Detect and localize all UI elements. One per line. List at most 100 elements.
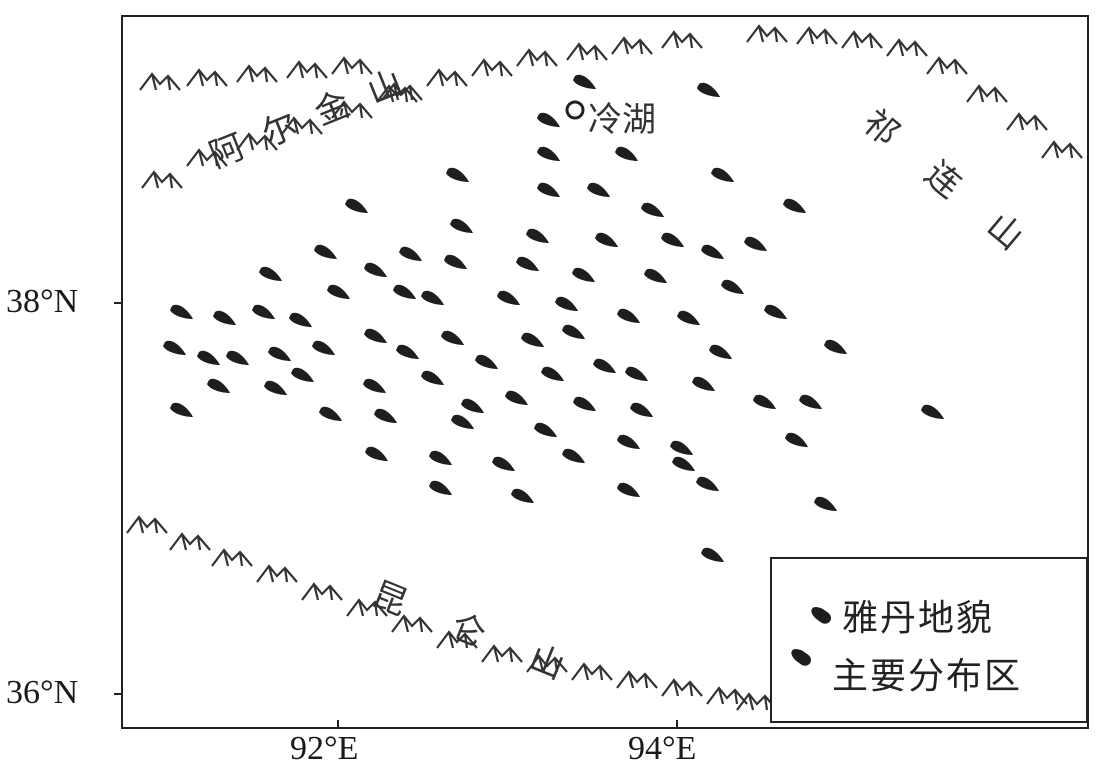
mountain-peak-icon bbox=[1041, 140, 1083, 159]
yardang-landform-icon bbox=[555, 296, 578, 311]
yardang-landform-icon bbox=[170, 304, 193, 319]
mountain-peak-icon bbox=[376, 84, 418, 103]
yardang-landform-icon bbox=[526, 228, 549, 243]
mountain-peak-icon bbox=[1006, 112, 1048, 131]
lake-label: 冷湖 bbox=[588, 100, 656, 140]
yardang-landform-icon bbox=[808, 603, 834, 627]
yardang-landform-icon bbox=[783, 198, 806, 213]
map-frame bbox=[121, 15, 1089, 729]
yardang-landform-icon bbox=[692, 376, 715, 391]
yardang-landform-icon bbox=[701, 547, 724, 562]
mountain-peak-icon bbox=[436, 630, 478, 649]
mountain-peak-icon bbox=[516, 48, 558, 67]
yardang-landform-icon bbox=[314, 244, 337, 259]
yardang-landform-icon bbox=[259, 266, 282, 281]
yardang-landform-icon bbox=[697, 82, 720, 97]
yardang-landform-icon bbox=[696, 476, 719, 491]
lon-label-92e: 92°E bbox=[290, 730, 359, 767]
mountain-peak-icon bbox=[841, 30, 883, 49]
yardang-landform-icon bbox=[345, 198, 368, 213]
yardang-landform-icon bbox=[505, 390, 528, 405]
yardang-landform-icon bbox=[396, 344, 419, 359]
legend-box: 雅丹地貌 主要分布区 bbox=[770, 557, 1088, 723]
yardang-landform-icon bbox=[450, 218, 473, 233]
yardang-landform-icon bbox=[595, 232, 618, 247]
yardang-landform-icon bbox=[163, 340, 186, 355]
lon-label-94e: 94°E bbox=[628, 730, 697, 767]
mountain-peak-icon bbox=[139, 72, 181, 91]
yardang-symbols bbox=[163, 74, 944, 562]
mountain-peak-icon bbox=[236, 132, 278, 151]
mountain-peak-icon bbox=[661, 30, 703, 49]
yardang-landform-icon bbox=[562, 448, 585, 463]
mountain-symbols bbox=[126, 24, 1083, 711]
yardang-landform-icon bbox=[814, 496, 837, 511]
yardang-landform-icon bbox=[641, 202, 664, 217]
yardang-landform-icon bbox=[785, 432, 808, 447]
yardang-landform-icon bbox=[492, 456, 515, 471]
yardang-landform-icon bbox=[374, 408, 397, 423]
mountain-peak-icon bbox=[236, 64, 278, 83]
yardang-landform-icon bbox=[788, 645, 814, 669]
yardang-landform-icon bbox=[701, 244, 724, 259]
yardang-landform-icon bbox=[672, 456, 695, 471]
mountain-peak-icon bbox=[126, 515, 168, 534]
yardang-landform-icon bbox=[661, 232, 684, 247]
yardang-landform-icon bbox=[264, 380, 287, 395]
yardang-landform-icon bbox=[446, 167, 469, 182]
yardang-landform-icon bbox=[399, 246, 422, 261]
yardang-landform-icon bbox=[291, 367, 314, 382]
mountain-peak-icon bbox=[256, 564, 298, 583]
yardang-landform-icon bbox=[312, 340, 335, 355]
mountain-peak-icon bbox=[391, 614, 433, 633]
yardang-landform-icon bbox=[319, 406, 342, 421]
yardang-landform-icon bbox=[289, 312, 312, 327]
yardang-landform-icon bbox=[562, 324, 585, 339]
yardang-landform-icon bbox=[441, 330, 464, 345]
yardang-landform-icon bbox=[534, 422, 557, 437]
mountain-peak-icon bbox=[926, 56, 968, 75]
yardang-landform-icon bbox=[537, 182, 560, 197]
yardang-landform-icon bbox=[541, 366, 564, 381]
yardang-landform-icon bbox=[824, 339, 847, 354]
mountain-peak-icon bbox=[796, 26, 838, 45]
yardang-landform-icon bbox=[711, 167, 734, 182]
yardang-landform-icon bbox=[677, 310, 700, 325]
yardang-landform-icon bbox=[497, 290, 520, 305]
mountain-peak-icon bbox=[331, 56, 373, 75]
mountain-peak-icon bbox=[331, 100, 373, 119]
mountain-peak-icon bbox=[611, 36, 653, 55]
yardang-landform-icon bbox=[252, 304, 275, 319]
yardang-landform-icon bbox=[617, 434, 640, 449]
yardang-landform-icon bbox=[615, 146, 638, 161]
yardang-landform-icon bbox=[537, 112, 560, 127]
yardang-landform-icon bbox=[213, 310, 236, 325]
yardang-landform-icon bbox=[799, 394, 822, 409]
lat-label-38n: 38°N bbox=[6, 283, 79, 320]
yardang-landform-icon bbox=[516, 256, 539, 271]
yardang-landform-icon bbox=[444, 254, 467, 269]
mountain-peak-icon bbox=[736, 692, 778, 711]
yardang-landform-icon bbox=[521, 332, 544, 347]
yardang-landform-icon bbox=[170, 402, 193, 417]
yardang-landform-icon bbox=[573, 396, 596, 411]
yardang-landform-icon bbox=[537, 146, 560, 161]
mountain-peak-icon bbox=[169, 532, 211, 551]
mountain-peak-icon bbox=[301, 582, 343, 601]
yardang-landform-icon bbox=[709, 344, 732, 359]
mountain-peak-icon bbox=[571, 662, 613, 681]
yardang-landform-icon bbox=[226, 350, 249, 365]
yardang-landform-icon bbox=[644, 268, 667, 283]
yardang-landform-icon bbox=[572, 267, 595, 282]
mountain-peak-icon bbox=[211, 548, 253, 567]
yardang-landform-icon bbox=[393, 284, 416, 299]
mountain-peak-icon bbox=[706, 686, 748, 705]
legend-line-1: 雅丹地貌 bbox=[842, 598, 995, 639]
yardang-landform-icon bbox=[268, 346, 291, 361]
yardang-landform-icon bbox=[429, 480, 452, 495]
yardang-landform-icon bbox=[327, 284, 350, 299]
yardang-landform-icon bbox=[630, 402, 653, 417]
yardang-landform-icon bbox=[421, 290, 444, 305]
mountain-peak-icon bbox=[286, 60, 328, 79]
